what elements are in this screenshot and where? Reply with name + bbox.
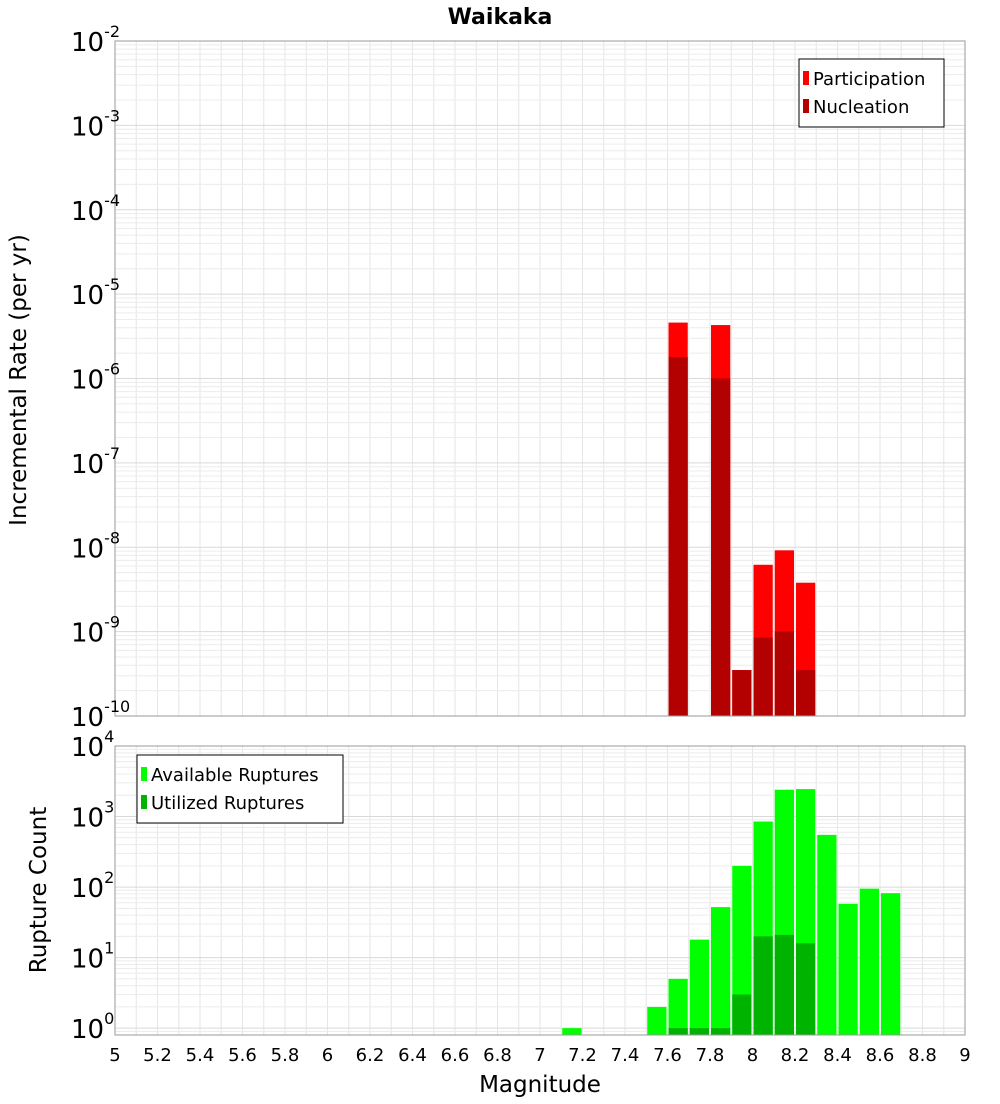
bottom-bar-available-ruptures (647, 1006, 667, 1035)
x-tick-label: 6.8 (483, 1045, 512, 1066)
top-y-tick-label: 10-6 (71, 360, 120, 396)
x-tick-label: 5.4 (186, 1045, 215, 1066)
bottom-y-tick-label: 101 (71, 939, 114, 975)
x-tick-label: 6.2 (356, 1045, 385, 1066)
x-axis-label: Magnitude (479, 1072, 601, 1098)
bottom-bar-utilized-ruptures (732, 994, 752, 1035)
top-bars (668, 322, 816, 716)
bottom-bar-available-ruptures (838, 903, 858, 1035)
x-tick-label: 5.8 (271, 1045, 300, 1066)
bottom-y-tick-label: 102 (71, 868, 114, 904)
top-bar-nucleation (753, 637, 773, 716)
top-y-tick-label: 10-8 (71, 528, 120, 564)
bottom-legend-swatch (141, 795, 147, 809)
chart-title: Waikaka (448, 5, 553, 30)
bottom-y-ticks: 100 101 102 103 104 (71, 727, 114, 1045)
top-legend-label: Nucleation (813, 97, 909, 118)
bottom-bar-utilized-ruptures (711, 1028, 731, 1035)
bottom-bar-available-ruptures (562, 1028, 582, 1035)
top-legend-swatch (803, 99, 809, 113)
top-y-axis-label: Incremental Rate (per yr) (6, 234, 32, 526)
x-tick-label: 8.6 (866, 1045, 895, 1066)
x-tick-label: 8.4 (823, 1045, 852, 1066)
top-legend-label: Participation (813, 69, 925, 90)
bottom-plot-panel: 100 101 102 103 104 5 5.2 5.4 5.6 5.8 6 6.2 6.4 6.6 6.… (71, 727, 971, 1066)
bottom-bar-available-ruptures (881, 893, 901, 1035)
top-plot-panel: 10-10 10-9 10-8 10-7 10-6 10-5 10-4 10-3 10-2 Par… (71, 22, 966, 733)
bottom-bars (562, 789, 901, 1035)
bottom-bar-utilized-ruptures (668, 1028, 688, 1035)
top-y-tick-label: 10-4 (71, 191, 120, 227)
x-tick-label: 8.8 (908, 1045, 937, 1066)
bottom-bar-utilized-ruptures (796, 943, 816, 1035)
bottom-legend-label: Utilized Ruptures (151, 793, 304, 814)
bottom-y-tick-label: 103 (71, 798, 114, 834)
top-bar-nucleation (668, 356, 688, 716)
x-tick-label: 6.4 (398, 1045, 427, 1066)
top-bar-nucleation (711, 378, 731, 716)
top-bar-nucleation (796, 670, 816, 716)
x-tick-label: 5.2 (143, 1045, 172, 1066)
top-plot-border (114, 40, 966, 717)
bottom-bar-available-ruptures (732, 865, 752, 1035)
top-y-ticks: 10-10 10-9 10-8 10-7 10-6 10-5 10-4 10-3 10-2 (71, 22, 130, 733)
x-tick-label: 9 (959, 1045, 970, 1066)
bottom-bar-available-ruptures (711, 907, 731, 1035)
top-y-tick-label: 10-5 (71, 275, 120, 311)
x-tick-label: 7.8 (696, 1045, 725, 1066)
x-tick-label: 7.4 (611, 1045, 640, 1066)
x-tick-label: 8.2 (781, 1045, 810, 1066)
x-tick-label: 5 (109, 1045, 120, 1066)
x-tick-label: 7 (534, 1045, 545, 1066)
x-tick-label: 7.2 (568, 1045, 597, 1066)
bottom-grid (114, 746, 966, 1036)
bottom-bar-available-ruptures (817, 834, 837, 1035)
top-y-tick-label: 10-3 (71, 106, 120, 142)
bottom-bar-available-ruptures (689, 939, 709, 1035)
top-y-tick-label: 10-9 (71, 613, 120, 649)
bottom-y-axis-label: Rupture Count (26, 807, 52, 973)
bottom-y-tick-label: 100 (71, 1009, 114, 1045)
top-y-tick-label: 10-10 (71, 697, 130, 733)
bottom-plot-border (114, 745, 966, 1036)
x-tick-label: 8 (747, 1045, 758, 1066)
top-grid (114, 41, 966, 717)
top-bar-nucleation (774, 631, 794, 716)
bottom-legend: Available Ruptures Utilized Ruptures (136, 754, 344, 824)
top-y-tick-label: 10-2 (71, 22, 120, 58)
top-bar-nucleation (732, 670, 752, 716)
bottom-bar-available-ruptures (859, 888, 879, 1035)
bottom-bar-utilized-ruptures (689, 1028, 709, 1035)
x-tick-label: 6 (322, 1045, 333, 1066)
top-legend-box (798, 58, 945, 128)
x-tick-label: 6.6 (441, 1045, 470, 1066)
bottom-legend-swatch (141, 767, 147, 781)
bottom-y-tick-label: 104 (71, 727, 114, 763)
bottom-bar-available-ruptures (668, 978, 688, 1035)
x-tick-label: 7.6 (653, 1045, 682, 1066)
bottom-bar-utilized-ruptures (774, 934, 794, 1035)
bottom-bar-utilized-ruptures (753, 936, 773, 1035)
bottom-legend-label: Available Ruptures (151, 765, 319, 786)
top-y-tick-label: 10-7 (71, 444, 120, 480)
bottom-legend-box (136, 754, 344, 824)
bottom-x-ticks: 5 5.2 5.4 5.6 5.8 6 6.2 6.4 6.6 6.8 7 7.2 7.4 7.6 7.8 8… (109, 1045, 970, 1066)
top-legend: Participation Nucleation (798, 58, 945, 128)
x-tick-label: 5.6 (228, 1045, 257, 1066)
top-legend-swatch (803, 71, 809, 85)
